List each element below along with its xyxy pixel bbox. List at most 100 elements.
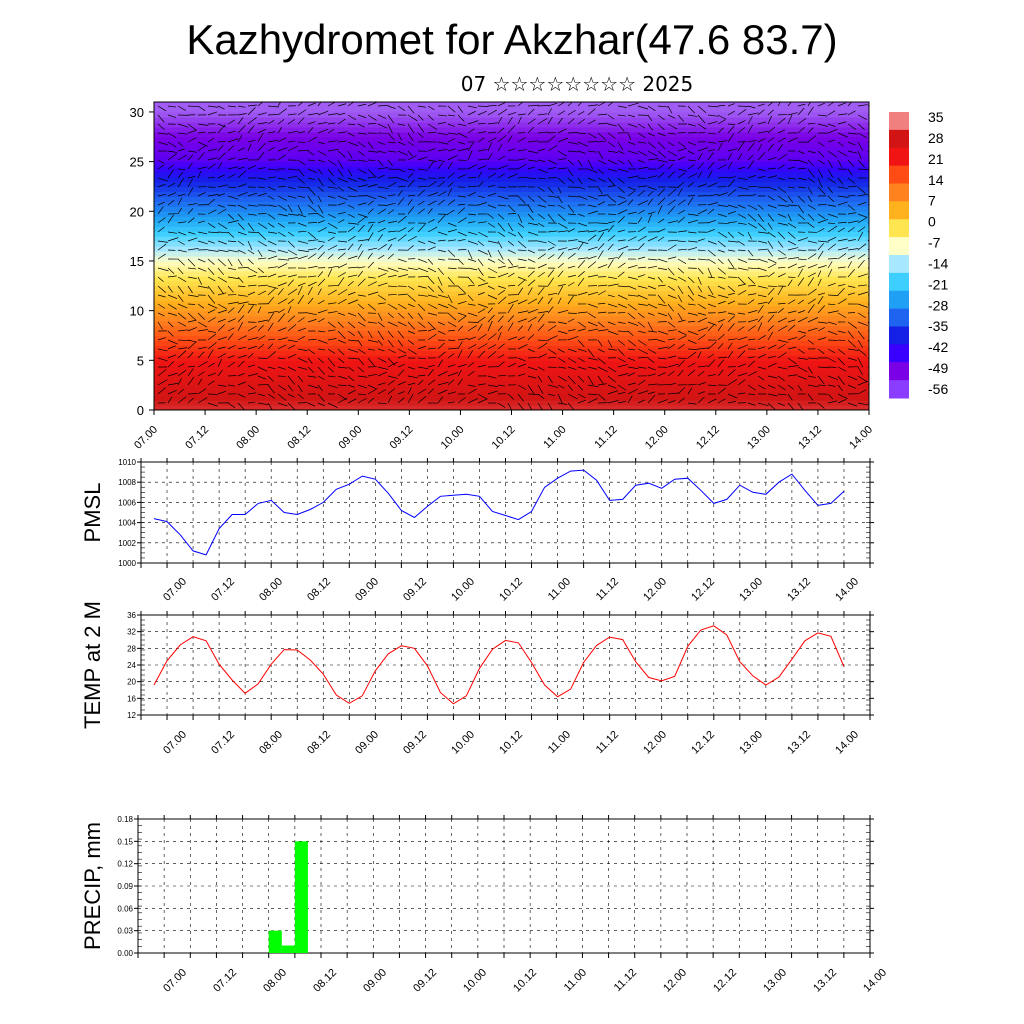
wind-vector [237,372,245,377]
wind-vector [807,240,818,244]
wind-vector [677,335,687,341]
wind-vector [417,177,427,181]
wind-vector [487,333,497,341]
wind-vector [687,348,699,351]
wind-vector [277,384,287,391]
wind-vector [747,310,758,314]
wind-vector [477,292,485,296]
wind-vector [497,361,505,368]
wind-vector [197,361,208,368]
wind-vector [447,132,459,135]
wind-vector [497,325,503,332]
wind-vector [157,303,166,309]
wind-vector [487,184,496,188]
wind-vector [187,203,198,206]
wind-vector [817,292,826,296]
wind-vector [677,276,687,282]
wind-vector [447,209,455,215]
wind-vector [437,249,446,253]
wind-vector [157,312,165,317]
wind-vector [217,303,227,310]
wind-vector [237,322,243,332]
wind-vector [607,283,619,287]
wind-vector [747,105,756,109]
wind-vector [417,374,426,377]
wind-vector [667,188,677,197]
wind-vector [757,375,765,381]
wind-vector [367,384,377,390]
wind-vector [717,369,724,377]
wind-vector [177,303,188,309]
wind-vector [227,285,234,293]
wind-vector [827,225,838,233]
wind-vector [577,384,583,391]
wind-vector [327,268,333,278]
wind-vector [457,378,463,386]
wind-vector [847,204,855,211]
heatmap-band [154,405,869,410]
wind-vector [837,339,846,341]
wind-vector [297,168,305,177]
wind-vector [387,105,396,109]
wind-vector [297,255,308,260]
wind-vector [627,175,639,179]
wind-vector [707,202,718,206]
wind-vector [737,109,747,116]
y-tick-label: 0.09 [117,882,133,891]
wind-vector [837,312,847,318]
wind-vector [767,311,778,314]
wind-vector [327,302,337,305]
wind-vector [227,240,237,243]
wind-vector [827,123,836,127]
wind-vector [287,240,295,248]
wind-vector [647,391,655,395]
wind-vector [187,248,199,251]
wind-vector [157,285,167,293]
wind-vector [847,239,856,242]
wind-vector [537,177,546,180]
wind-vector [287,324,297,332]
wind-vector [537,323,545,332]
wind-vector [477,276,486,282]
wind-vector [527,249,536,254]
wind-vector [387,159,393,167]
wind-vector [847,132,858,135]
wind-vector [377,389,386,395]
wind-vector [337,219,345,224]
x-tick-label: 10.00 [449,729,477,757]
wind-vector [677,187,683,197]
wind-vector [407,294,416,302]
wind-vector [797,159,808,164]
wind-vector [827,168,834,178]
wind-vector [597,311,607,314]
wind-vector [617,105,627,108]
wind-vector [157,164,165,170]
wind-vector [667,114,676,119]
wind-vector [267,322,274,332]
wind-vector [287,375,296,385]
wind-vector [787,222,797,229]
wind-vector [677,267,685,274]
wind-vector [667,276,678,281]
wind-vector [657,284,666,287]
wind-vector [757,334,766,341]
heatmap-band [154,216,869,222]
wind-vector [307,168,318,174]
heatmap-band [154,265,869,272]
wind-vector [287,130,299,134]
wind-vector [517,318,528,323]
wind-vector [747,325,756,332]
wind-vector [427,267,437,273]
wind-vector [247,353,254,359]
wind-vector [467,120,479,125]
wind-vector [317,150,327,156]
wind-vector [577,291,588,296]
heatmap-band [154,146,869,153]
wind-vector [697,347,709,350]
wind-vector [407,375,419,379]
wind-vector [827,321,837,325]
colorbar-swatch [889,237,909,256]
wind-vector [387,141,396,144]
wind-vector [367,200,374,206]
wind-vector [277,231,286,237]
